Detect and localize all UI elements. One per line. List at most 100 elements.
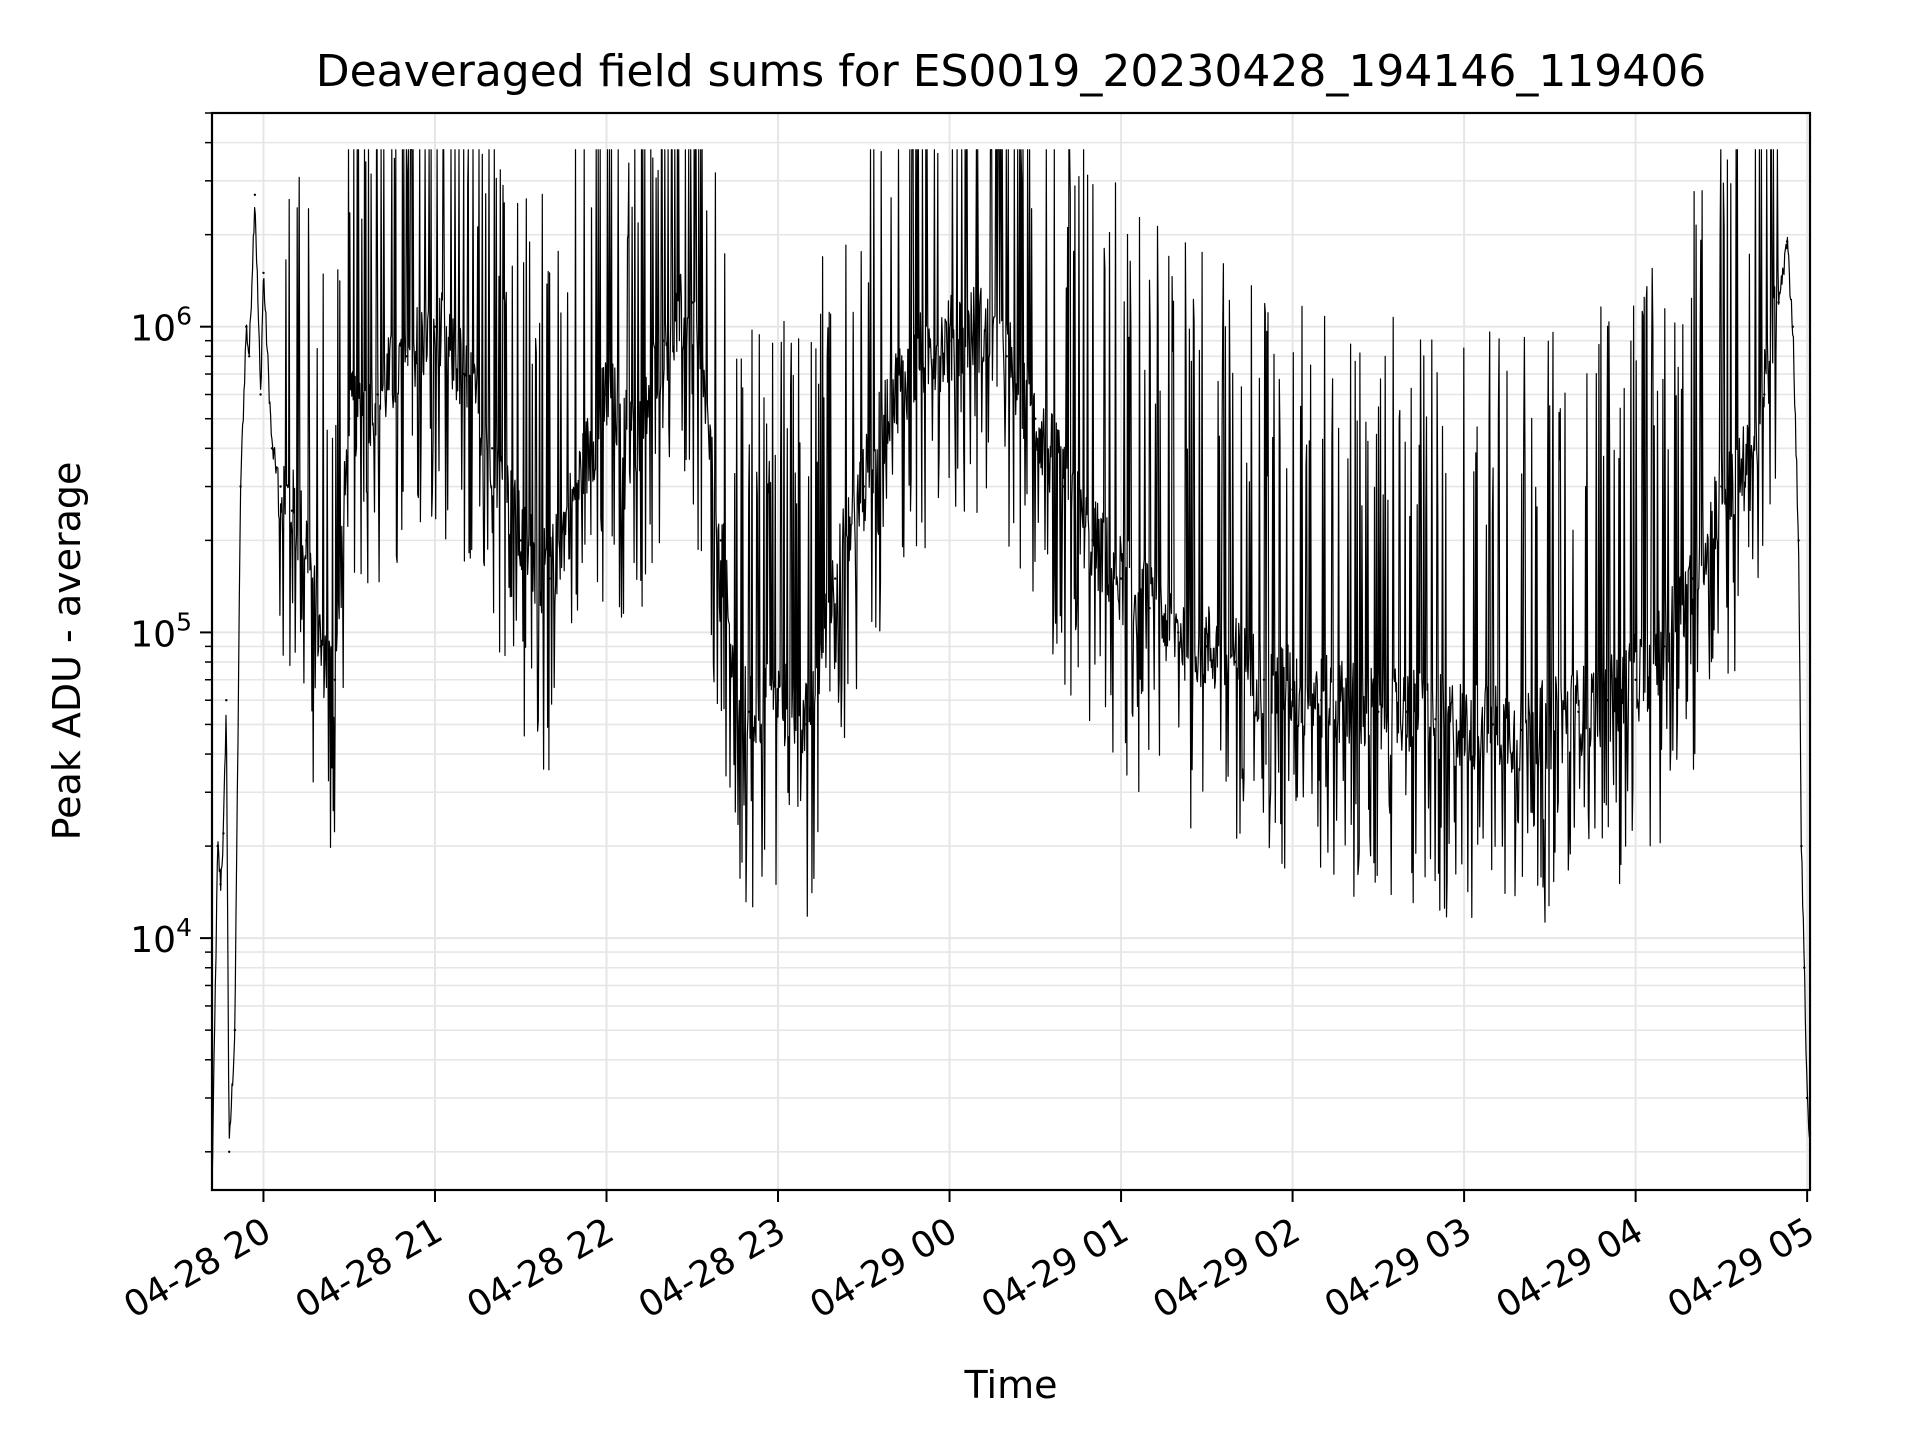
data-point: [348, 417, 351, 420]
y-tick-label: 105: [130, 607, 192, 655]
data-point: [1785, 240, 1789, 243]
data-point: [376, 393, 379, 396]
data-point: [248, 355, 251, 358]
y-tick-exponent: 4: [176, 913, 192, 942]
data-point: [1377, 710, 1380, 713]
plot-frame: [210, 111, 1812, 1192]
data-point: [1148, 607, 1151, 610]
series-layer: [210, 149, 1812, 1192]
data-point: [1520, 728, 1523, 732]
data-point: [1291, 688, 1294, 691]
data-point: [462, 372, 465, 376]
data-point: [733, 699, 737, 702]
data-point: [1262, 678, 1266, 681]
data-point: [1805, 1096, 1809, 1100]
data-point: [1800, 844, 1803, 848]
data-point: [1763, 393, 1766, 396]
data-point: [491, 447, 494, 450]
data-point: [259, 393, 262, 396]
data-point: [748, 710, 751, 713]
data-point: [433, 325, 437, 328]
data-point: [1577, 710, 1580, 713]
data-point: [1491, 723, 1494, 726]
data-point: [222, 832, 225, 835]
x-tick-label: 04-29 05: [1661, 1210, 1822, 1326]
x-tick-label: 04-28 20: [117, 1210, 278, 1326]
data-point: [919, 355, 923, 358]
data-point: [319, 645, 322, 648]
data-point: [233, 1028, 237, 1032]
data-point: [239, 485, 242, 488]
data-point: [1320, 699, 1323, 702]
y-tick-base: 10: [130, 614, 176, 655]
data-point: [333, 678, 337, 681]
chart-title: Deaveraged field sums for ES0019_2023042…: [316, 46, 1707, 97]
data-point: [805, 723, 808, 726]
data-point: [405, 355, 408, 358]
data-point: [225, 699, 228, 702]
data-point: [548, 577, 551, 580]
data-point: [305, 539, 308, 542]
data-point: [519, 539, 522, 542]
y-tick-base: 10: [130, 309, 176, 350]
data-point: [245, 325, 248, 328]
y-tick-label: 104: [130, 913, 192, 961]
x-axis-label: Time: [964, 1363, 1058, 1407]
data-point: [1234, 660, 1237, 664]
data-point: [1791, 325, 1795, 328]
x-tick-label: 04-29 04: [1489, 1210, 1650, 1326]
y-tick-label: 106: [130, 302, 192, 350]
data-point: [1177, 631, 1180, 634]
data-point: [1091, 539, 1094, 542]
data-point: [1205, 645, 1209, 648]
y-tick-exponent: 6: [176, 302, 192, 331]
data-point: [834, 577, 837, 580]
data-point: [1634, 678, 1637, 681]
data-point: [1748, 464, 1752, 468]
data-point: [1548, 723, 1552, 726]
x-tick-label: 04-28 22: [460, 1210, 621, 1326]
data-point: [253, 193, 257, 196]
series-line: [211, 149, 1811, 1187]
y-axis-label: Peak ADU - average: [45, 462, 89, 841]
x-tick-label: 04-29 01: [975, 1210, 1136, 1326]
x-tick-label: 04-29 00: [803, 1210, 964, 1326]
x-tick-label: 04-28 21: [289, 1210, 450, 1326]
data-point: [891, 393, 894, 396]
y-tick-exponent: 5: [176, 607, 192, 636]
data-point: [228, 1150, 231, 1154]
data-point: [948, 339, 951, 342]
data-point: [605, 393, 608, 396]
data-point: [633, 447, 637, 450]
data-point: [691, 301, 694, 304]
data-point: [1663, 645, 1666, 648]
data-point: [976, 325, 980, 328]
data-point: [216, 844, 219, 848]
data-point: [1005, 355, 1008, 358]
data-point: [1605, 699, 1609, 702]
x-tick-label: 04-29 03: [1318, 1210, 1479, 1326]
x-tick-label: 04-29 02: [1146, 1210, 1307, 1326]
data-point: [1062, 485, 1066, 488]
data-point: [776, 699, 780, 702]
data-point: [662, 339, 665, 342]
data-point: [1405, 710, 1409, 713]
x-tick-label: 04-28 23: [632, 1210, 793, 1326]
data-point: [719, 539, 722, 542]
data-point: [576, 485, 580, 488]
data-point: [262, 271, 265, 275]
data-point: [1720, 485, 1723, 488]
data-point: [1119, 577, 1123, 580]
data-point: [219, 883, 222, 886]
data-point: [1462, 723, 1466, 726]
data-point: [1797, 539, 1800, 542]
data-point: [290, 509, 294, 512]
data-point: [1348, 703, 1352, 706]
data-point: [862, 485, 865, 488]
data-point: [1777, 301, 1780, 304]
y-tick-base: 10: [130, 920, 176, 961]
data-point: [1034, 417, 1037, 420]
data-point: [1434, 718, 1437, 721]
